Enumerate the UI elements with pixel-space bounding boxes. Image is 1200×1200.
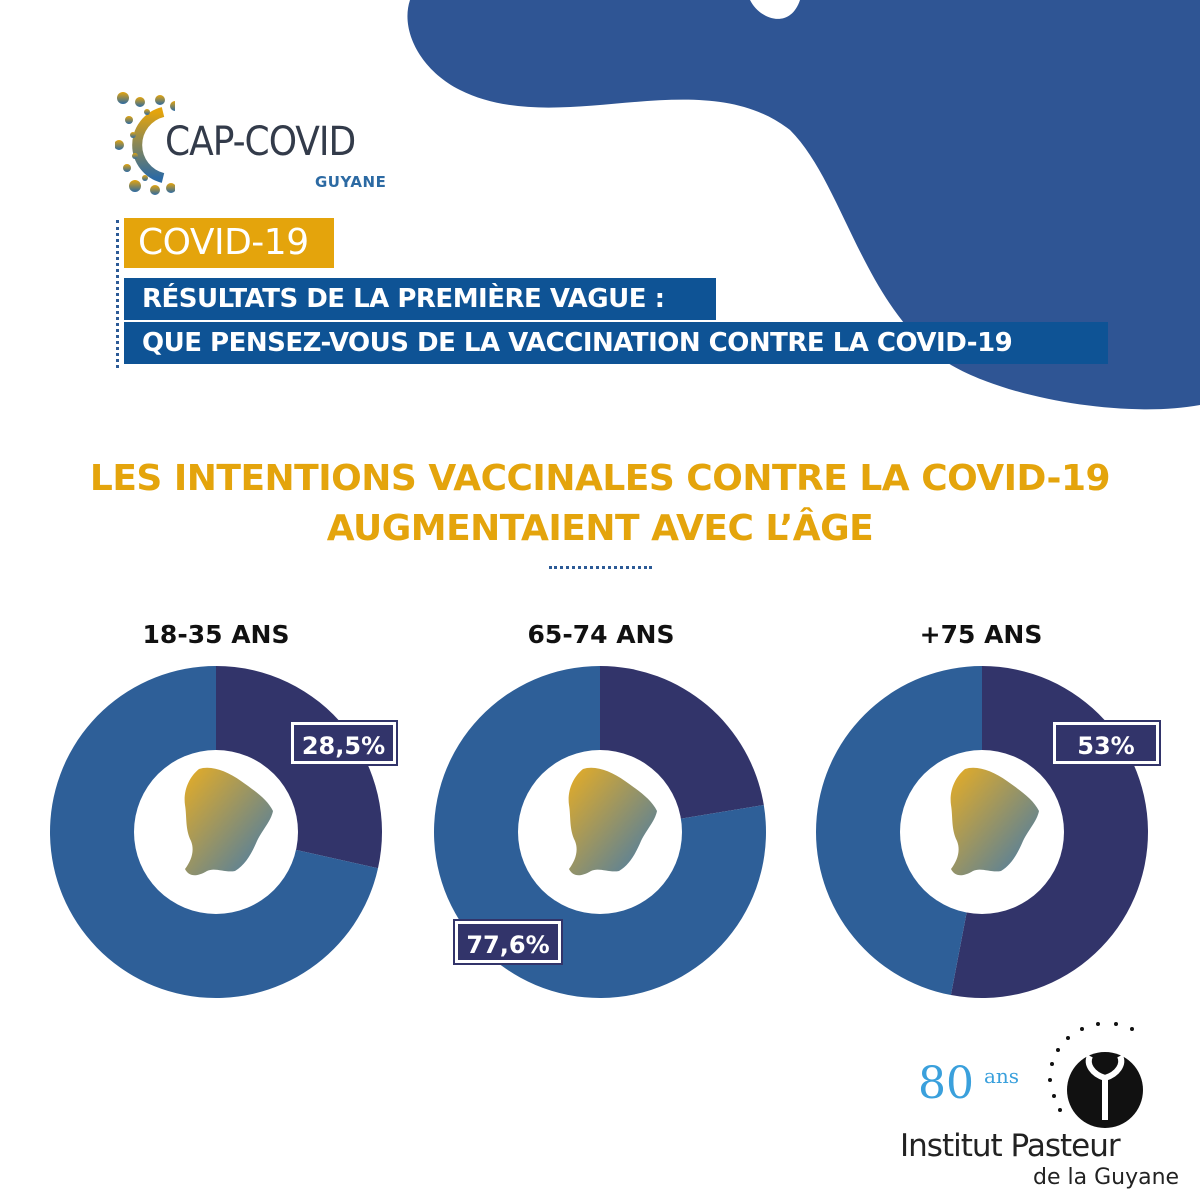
data-label-18-35: 28,5% bbox=[289, 720, 398, 766]
cap-covid-logo: CAP-COVID GUYANE bbox=[115, 90, 386, 200]
anniversary-number: 80 bbox=[918, 1058, 974, 1109]
vertical-dotted-divider bbox=[116, 220, 119, 368]
pasteur-emblem-icon bbox=[1048, 1022, 1143, 1128]
guyane-map-icon bbox=[568, 767, 657, 876]
donut-slice-1 bbox=[816, 666, 982, 996]
topic-tag: COVID-19 bbox=[124, 218, 334, 268]
chart-title-65-74: 65-74 ANS bbox=[527, 620, 675, 649]
headline-line-2: AUGMENTAIENT AVEC L’ÂGE bbox=[326, 508, 874, 549]
horizontal-dotted-divider bbox=[549, 566, 652, 569]
headline-line-1: LES INTENTIONS VACCINALES CONTRE LA COVI… bbox=[89, 458, 1111, 499]
institut-pasteur-logo: 80 ans Institut Pasteur de la Guyane bbox=[900, 1020, 1200, 1200]
data-label-75-plus: 53% bbox=[1051, 720, 1161, 766]
virus-icon bbox=[115, 92, 175, 195]
donut-chart-65-74 bbox=[433, 666, 766, 998]
institute-name: Institut Pasteur bbox=[900, 1128, 1121, 1164]
guyane-map-icon bbox=[950, 767, 1039, 876]
guyane-map-icon bbox=[184, 767, 273, 876]
donut-chart-18-35 bbox=[50, 666, 383, 998]
data-label-65-74: 77,6% bbox=[453, 919, 563, 965]
institute-location: de la Guyane bbox=[1033, 1165, 1180, 1190]
logo-title: CAP-COVID bbox=[165, 119, 356, 165]
anniversary-unit: ans bbox=[984, 1064, 1020, 1088]
chart-title-18-35: 18-35 ANS bbox=[142, 620, 290, 649]
donut-chart-75-plus bbox=[816, 666, 1148, 998]
subtitle-line-1: RÉSULTATS DE LA PREMIÈRE VAGUE : bbox=[124, 278, 716, 320]
chart-title-75-plus: +75 ANS bbox=[919, 620, 1043, 649]
subtitle-line-2: QUE PENSEZ-VOUS DE LA VACCINATION CONTRE… bbox=[124, 322, 1108, 364]
logo-subtitle: GUYANE bbox=[315, 173, 387, 191]
